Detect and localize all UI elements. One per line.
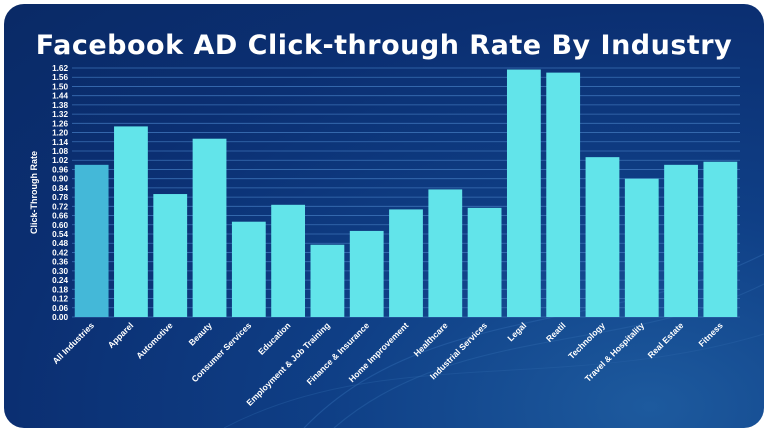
bar <box>114 126 148 317</box>
y-tick-label: 0.54 <box>52 230 68 239</box>
x-tick-label: Education <box>256 320 292 356</box>
y-tick-label: 1.50 <box>52 82 68 91</box>
y-tick-label: 0.42 <box>52 248 68 257</box>
y-tick-label: 0.06 <box>52 304 68 313</box>
bar <box>428 189 463 317</box>
y-tick-label: 0.48 <box>52 239 68 248</box>
y-tick-label: 1.14 <box>52 138 68 147</box>
y-axis-ticks: 0.000.060.120.180.240.300.360.420.480.54… <box>52 64 68 322</box>
bar <box>546 72 581 317</box>
y-tick-label: 1.08 <box>52 147 68 156</box>
bar <box>624 178 659 317</box>
y-tick-label: 0.84 <box>52 184 68 193</box>
y-tick-label: 1.44 <box>52 92 68 101</box>
x-tick-label: Healthcare <box>412 320 450 358</box>
y-tick-label: 1.62 <box>52 64 68 73</box>
x-tick-label: Employment & Job Training <box>244 320 331 407</box>
y-axis-title: Click-Through Rate <box>29 151 39 234</box>
x-tick-label: Technology <box>566 320 607 361</box>
x-tick-label: Automotive <box>134 320 175 361</box>
y-tick-label: 1.20 <box>52 129 68 138</box>
x-tick-label: Beauty <box>187 320 214 347</box>
y-tick-label: 0.30 <box>52 267 68 276</box>
bar <box>664 164 698 317</box>
y-tick-label: 0.78 <box>52 193 68 202</box>
bar <box>506 69 541 317</box>
x-tick-label: Apparel <box>106 320 136 350</box>
chart-card: Facebook AD Click-through Rate By Indust… <box>4 4 764 428</box>
bar <box>310 244 345 317</box>
y-tick-label: 1.02 <box>52 156 68 165</box>
bar <box>389 209 423 317</box>
bar <box>703 161 738 317</box>
y-tick-label: 0.36 <box>52 258 68 267</box>
x-tick-label: All Industries <box>50 320 96 366</box>
x-tick-label: Real Estate <box>646 320 686 360</box>
x-tick-label: Fitness <box>696 320 725 349</box>
y-tick-label: 0.00 <box>52 313 68 322</box>
bar <box>467 207 502 317</box>
y-tick-label: 0.72 <box>52 202 68 211</box>
y-tick-label: 0.24 <box>52 276 68 285</box>
y-tick-label: 0.90 <box>52 175 68 184</box>
y-tick-label: 1.38 <box>52 101 68 110</box>
chart-title: Facebook AD Click-through Rate By Indust… <box>35 30 733 61</box>
y-tick-label: 1.26 <box>52 119 68 128</box>
y-tick-label: 1.56 <box>52 73 68 82</box>
y-tick-label: 0.60 <box>52 221 68 230</box>
y-tick-label: 1.32 <box>52 110 68 119</box>
bar <box>271 204 306 317</box>
y-tick-label: 0.18 <box>52 285 68 294</box>
x-tick-label: Reatil <box>544 320 568 344</box>
y-tick-label: 0.66 <box>52 212 68 221</box>
x-tick-label: Legal <box>505 320 528 343</box>
bar <box>192 138 227 317</box>
bars <box>74 69 738 317</box>
bar <box>231 221 266 317</box>
bar <box>153 194 188 317</box>
y-tick-label: 0.96 <box>52 165 68 174</box>
bar <box>74 164 109 317</box>
bar <box>585 157 620 317</box>
y-tick-label: 0.12 <box>52 295 68 304</box>
bar-chart: 0.000.060.120.180.240.300.360.420.480.54… <box>29 64 740 408</box>
bar <box>349 230 384 317</box>
